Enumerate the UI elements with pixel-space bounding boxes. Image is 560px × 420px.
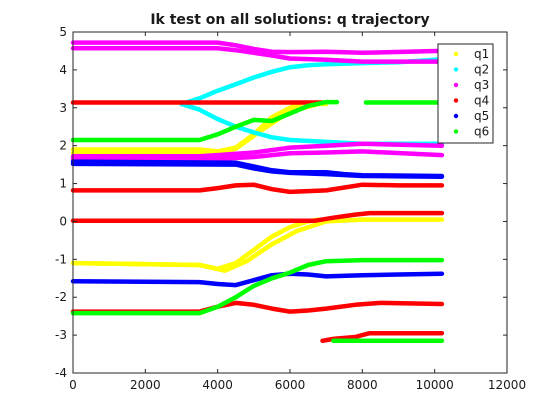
legend-marker [454, 129, 458, 133]
x-tick-label: 2000 [130, 378, 161, 392]
x-tick-label: 6000 [275, 378, 306, 392]
x-tick-label: 0 [69, 378, 77, 392]
y-tick-label: 5 [59, 25, 67, 39]
y-tick-label: 1 [59, 177, 67, 191]
legend-label: q3 [474, 78, 489, 92]
legend-marker [454, 52, 458, 56]
y-tick-label: -3 [55, 328, 67, 342]
y-tick-label: 3 [59, 101, 67, 115]
legend-label: q6 [474, 125, 489, 139]
x-tick-label: 8000 [347, 378, 378, 392]
x-tick-label: 4000 [202, 378, 233, 392]
legend-marker [454, 98, 458, 102]
y-tick-label: 0 [59, 214, 67, 228]
x-tick-label: 10000 [416, 378, 454, 392]
legend-label: q1 [474, 47, 489, 61]
legend-label: q5 [474, 109, 489, 123]
legend-label: q2 [474, 63, 489, 77]
y-tick-label: 4 [59, 63, 67, 77]
legend-marker [454, 83, 458, 87]
legend-label: q4 [474, 94, 489, 108]
legend-marker [454, 114, 458, 118]
y-tick-label: -2 [55, 290, 67, 304]
legend-marker [454, 67, 458, 71]
y-tick-label: -1 [55, 252, 67, 266]
y-tick-label: 2 [59, 139, 67, 153]
chart-title: Ik test on all solutions: q trajectory [150, 12, 429, 28]
x-tick-label: 12000 [488, 378, 526, 392]
y-tick-label: -4 [55, 366, 67, 380]
